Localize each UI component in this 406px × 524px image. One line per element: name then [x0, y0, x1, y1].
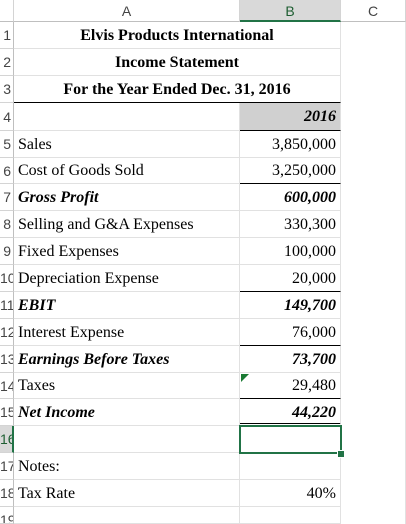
row-header[interactable]: 3 — [0, 76, 14, 103]
corner-header[interactable] — [0, 0, 14, 22]
cell-a7[interactable]: Gross Profit — [14, 184, 240, 211]
row-header[interactable]: 18 — [0, 480, 14, 507]
cell-a14[interactable]: Taxes — [14, 373, 240, 399]
cell-b15[interactable]: 44,220 — [240, 399, 341, 426]
row-header[interactable]: 4 — [0, 103, 14, 131]
cell-a11[interactable]: EBIT — [14, 292, 240, 319]
column-c-area[interactable] — [341, 22, 406, 524]
cell-a8[interactable]: Selling and G&A Expenses — [14, 211, 240, 238]
cell-a4[interactable] — [14, 103, 240, 131]
cell-b17[interactable] — [240, 453, 341, 480]
cell-a15[interactable]: Net Income — [14, 399, 240, 426]
row-header[interactable]: 13 — [0, 346, 14, 373]
cell-b19[interactable] — [240, 507, 341, 524]
row-header[interactable]: 2 — [0, 49, 14, 76]
row-header[interactable]: 1 — [0, 22, 14, 49]
column-header-c[interactable]: C — [341, 0, 406, 22]
cell-b11[interactable]: 149,700 — [240, 292, 341, 319]
column-header-b[interactable]: B — [240, 0, 341, 22]
statement-title-cell[interactable]: Income Statement — [14, 49, 341, 76]
cell-b10[interactable]: 20,000 — [240, 265, 341, 292]
cell-a17[interactable]: Notes: — [14, 453, 240, 480]
cell-a19[interactable] — [14, 507, 240, 524]
row-header[interactable]: 6 — [0, 158, 14, 184]
row-header[interactable]: 10 — [0, 265, 14, 292]
cell-b18[interactable]: 40% — [240, 480, 341, 507]
cell-b9[interactable]: 100,000 — [240, 238, 341, 265]
row-header-selected[interactable]: 16 — [0, 426, 14, 453]
cell-a12[interactable]: Interest Expense — [14, 319, 240, 346]
fill-handle[interactable] — [337, 450, 345, 458]
cell-a6[interactable]: Cost of Goods Sold — [14, 158, 240, 184]
cell-b13[interactable]: 73,700 — [240, 346, 341, 373]
cell-b7[interactable]: 600,000 — [240, 184, 341, 211]
row-header[interactable]: 7 — [0, 184, 14, 211]
row-header[interactable]: 17 — [0, 453, 14, 480]
row-header[interactable]: 15 — [0, 399, 14, 426]
row-header[interactable]: 9 — [0, 238, 14, 265]
cell-a16[interactable] — [14, 426, 240, 453]
cell-a18[interactable]: Tax Rate — [14, 480, 240, 507]
cell-a13[interactable]: Earnings Before Taxes — [14, 346, 240, 373]
period-cell[interactable]: For the Year Ended Dec. 31, 2016 — [14, 76, 341, 103]
cell-b5[interactable]: 3,850,000 — [240, 131, 341, 158]
cell-b14[interactable]: 29,480 — [240, 373, 341, 399]
cell-b8[interactable]: 330,300 — [240, 211, 341, 238]
row-header[interactable]: 14 — [0, 373, 14, 399]
row-header[interactable]: 8 — [0, 211, 14, 238]
cell-b6[interactable]: 3,250,000 — [240, 158, 341, 184]
row-header[interactable]: 5 — [0, 131, 14, 158]
row-header[interactable]: 19 — [0, 507, 14, 524]
cell-a10[interactable]: Depreciation Expense — [14, 265, 240, 292]
cell-b12[interactable]: 76,000 — [240, 319, 341, 346]
cell-a9[interactable]: Fixed Expenses — [14, 238, 240, 265]
cell-a5[interactable]: Sales — [14, 131, 240, 158]
year-header-cell[interactable]: 2016 — [240, 103, 341, 131]
row-header[interactable]: 11 — [0, 292, 14, 319]
row-header[interactable]: 12 — [0, 319, 14, 346]
error-indicator-icon[interactable] — [241, 374, 249, 382]
column-header-a[interactable]: A — [14, 0, 240, 22]
active-cell-selection[interactable] — [239, 425, 342, 454]
company-name-cell[interactable]: Elvis Products International — [14, 22, 341, 49]
